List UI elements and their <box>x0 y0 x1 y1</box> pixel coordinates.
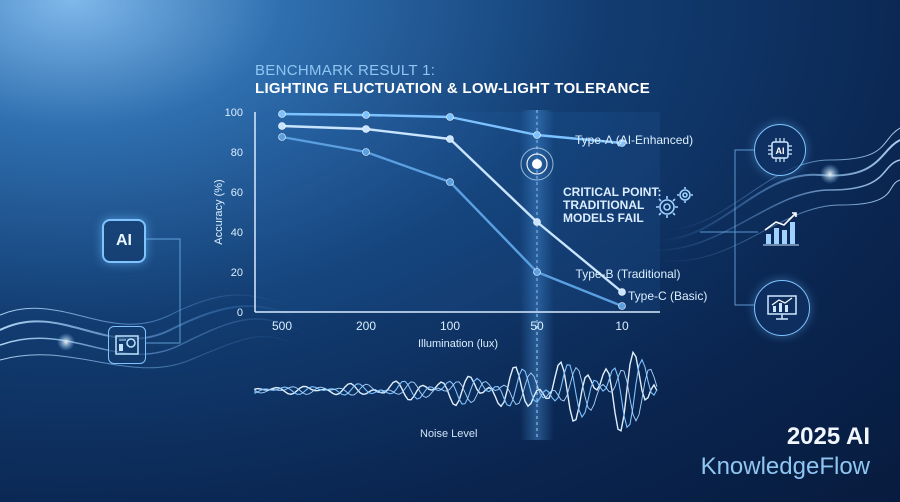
dashboard-icon <box>108 326 146 364</box>
data-point <box>278 133 286 141</box>
right-wave-decor <box>649 127 900 262</box>
left-wave-decor <box>0 294 311 369</box>
data-point <box>446 113 454 121</box>
x-tick-label: 10 <box>615 319 629 333</box>
data-point <box>533 218 541 226</box>
data-point <box>362 148 370 156</box>
noise-wave <box>254 350 658 432</box>
data-point <box>618 302 626 310</box>
y-tick-label: 60 <box>231 187 243 199</box>
series-label: Type-B (Traditional) <box>576 267 681 281</box>
y-tick-label: 80 <box>231 147 243 159</box>
annotation-line1: CRITICAL POINT: <box>563 185 662 199</box>
critical-point-annotation: CRITICAL POINT: TRADITIONAL MODELS FAIL <box>563 186 683 225</box>
data-point <box>446 178 454 186</box>
brand-name: KnowledgeFlow <box>700 453 870 480</box>
x-tick-label: 200 <box>356 319 376 333</box>
noise-level-label: Noise Level <box>420 428 478 440</box>
x-axis-label: Illumination (lux) <box>418 338 498 350</box>
x-tick-label: 100 <box>440 319 460 333</box>
data-point <box>362 125 370 133</box>
noise-wave-line <box>254 366 658 422</box>
x-tick-label: 500 <box>272 319 292 333</box>
critical-ring-inner <box>526 153 548 175</box>
data-point <box>618 288 626 296</box>
noise-wave-line <box>254 350 658 432</box>
data-point <box>533 131 541 139</box>
y-axis-label: Accuracy (%) <box>213 179 225 244</box>
series-label: Type-C (Basic) <box>628 289 707 303</box>
chart-title-line2: LIGHTING FLUCTUATION & LOW-LIGHT TOLERAN… <box>255 80 651 97</box>
brand-year: 2025 AI <box>786 423 870 450</box>
ai-chip-label: AI <box>116 232 132 249</box>
chart-title-line1: BENCHMARK RESULT 1: <box>255 62 436 79</box>
brand-block: 2025 AI KnowledgeFlow <box>701 422 870 482</box>
y-tick-label: 0 <box>237 307 243 319</box>
data-point <box>362 111 370 119</box>
ai-chip-icon: AI <box>102 219 146 263</box>
bar-chart-icon <box>760 208 802 248</box>
y-tick-label: 20 <box>231 267 243 279</box>
y-tick-label: 40 <box>231 227 243 239</box>
data-point <box>278 110 286 118</box>
data-point <box>618 139 626 147</box>
gears-icon <box>651 183 699 223</box>
data-point <box>446 135 454 143</box>
x-tick-label: 50 <box>530 319 544 333</box>
noise-wave-line <box>254 358 658 429</box>
y-tick-label: 100 <box>225 107 243 119</box>
critical-ring-outer <box>520 147 554 181</box>
critical-point-marker <box>532 159 542 169</box>
series-label: Type-A (AI-Enhanced) <box>575 133 693 147</box>
monitor-chart-icon <box>754 280 810 336</box>
ai-chip-icon-right: AI <box>754 124 806 176</box>
ai-chip-right-label: AI <box>776 146 785 156</box>
annotation-line2: TRADITIONAL <box>563 198 645 212</box>
data-point <box>533 268 541 276</box>
data-point <box>278 122 286 130</box>
annotation-line3: MODELS FAIL <box>563 211 644 225</box>
